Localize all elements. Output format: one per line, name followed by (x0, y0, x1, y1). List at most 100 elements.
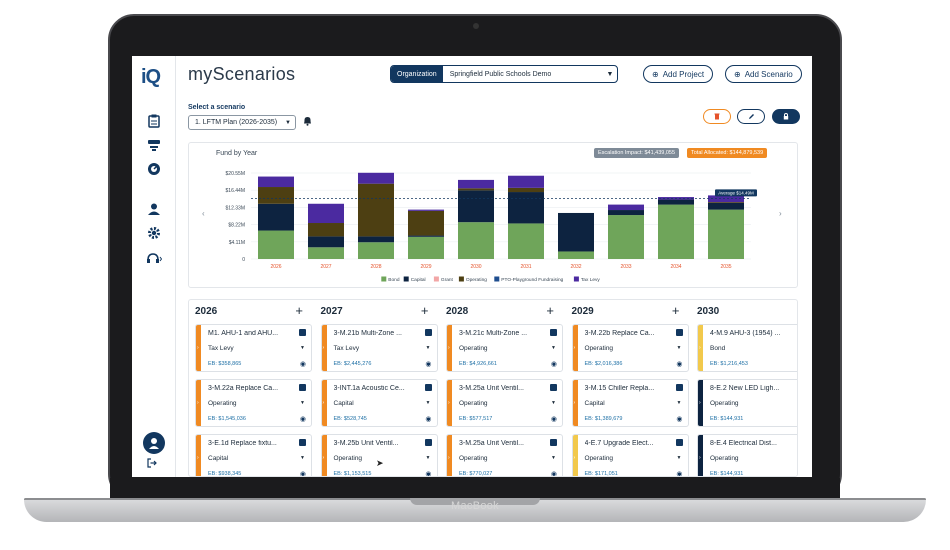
chevron-right-icon[interactable]: › (779, 209, 782, 218)
gear-icon[interactable] (145, 224, 163, 242)
chevron-right-icon: › (699, 345, 701, 351)
card-status-bar (572, 380, 578, 426)
chevron-right-icon: › (699, 455, 701, 461)
y-tick-label: $8.22M (228, 223, 245, 229)
avatar[interactable] (143, 432, 165, 454)
chevron-right-icon: › (322, 400, 325, 406)
eye-icon[interactable]: ◉ (425, 361, 432, 368)
fund-select[interactable]: Operating (459, 400, 488, 407)
project-card[interactable]: › 3-M.22b Replace Ca... Operating ▼ EB: $2,0… (571, 324, 689, 372)
save-icon[interactable] (299, 329, 306, 336)
project-card[interactable]: › 3-M.25a Unit Ventil... Operating ▼ EB: $57… (446, 379, 563, 427)
chevron-right-icon: › (197, 345, 199, 351)
plus-icon[interactable]: + (546, 303, 554, 318)
project-card[interactable]: › 3-M.15 Chiller Repla... Capital ▼ EB: $1,3… (571, 379, 689, 427)
fund-select[interactable]: Operating (459, 345, 488, 352)
fund-select[interactable]: Capital (208, 455, 229, 462)
project-card[interactable]: ›4-M.9 AHU-3 (1954) ...Bond▼EB: $1,216,4… (697, 324, 797, 372)
app-logo[interactable]: iQ (141, 66, 161, 88)
project-card[interactable]: › 3-E.1d Replace fixtu... Capital ▼ EB: $938… (195, 434, 312, 477)
user-icon[interactable] (145, 200, 163, 218)
chevron-right-icon: › (699, 400, 701, 406)
bell-icon[interactable] (303, 116, 312, 128)
tools-icon[interactable] (145, 136, 163, 154)
fund-select[interactable]: Operating (208, 400, 237, 407)
eye-icon[interactable]: ◉ (676, 416, 683, 423)
average-label: Average $14.49M (718, 190, 754, 195)
fund-select[interactable]: Bond (710, 345, 726, 352)
project-card[interactable]: › 3-M.21b Multi-Zone ... Tax Levy ▼ EB: $2,4… (320, 324, 438, 372)
logout-icon[interactable] (147, 458, 157, 471)
bar-segment (408, 235, 444, 237)
device-brand: MacBook (451, 500, 499, 512)
fund-select[interactable]: Operating (584, 455, 614, 462)
save-icon[interactable] (424, 439, 432, 446)
chevron-down-icon: ▼ (300, 400, 305, 406)
column-year: 2027 (320, 306, 343, 317)
save-icon[interactable] (675, 384, 683, 391)
gauge-icon[interactable] (145, 160, 163, 178)
save-icon[interactable] (424, 329, 432, 336)
eye-icon[interactable]: ◉ (299, 471, 306, 477)
headset-icon[interactable] (145, 250, 163, 268)
eye-icon[interactable]: ◉ (550, 471, 557, 477)
chevron-down-icon: ▼ (606, 70, 614, 78)
plus-icon[interactable]: + (671, 303, 680, 318)
y-tick-label: $16.44M (226, 188, 245, 194)
fund-select[interactable]: Tax Levy (208, 345, 234, 352)
eye-icon[interactable]: ◉ (299, 361, 306, 368)
save-icon[interactable] (675, 329, 683, 336)
delete-button[interactable] (703, 109, 731, 124)
fund-select[interactable]: Tax Levy (333, 345, 360, 352)
plus-icon[interactable]: + (295, 303, 303, 318)
save-icon[interactable] (424, 384, 432, 391)
edit-button[interactable] (737, 109, 765, 124)
bar-segment (358, 236, 394, 243)
eye-icon[interactable]: ◉ (550, 416, 557, 423)
chevron-down-icon: ▼ (551, 345, 556, 351)
card-estimated-budget: EB: $144,931 (710, 416, 744, 422)
project-card[interactable]: › 3-INT.1a Acoustic Ce... Capital ▼ EB: $528… (320, 379, 438, 427)
project-card[interactable]: ›8-E.2 New LED Ligh...Operating▼EB: $144… (697, 379, 797, 427)
fund-select[interactable]: Capital (333, 400, 354, 407)
organization-select[interactable]: Organization Springfield Public Schools … (390, 65, 618, 83)
add-scenario-button[interactable]: ⊕ Add Scenario (725, 65, 802, 83)
save-icon[interactable] (550, 384, 557, 391)
eye-icon[interactable]: ◉ (299, 416, 306, 423)
project-card[interactable]: ›8-E.4 Electrical Dist...Operating▼EB: $… (697, 434, 797, 476)
card-title: 3-INT.1a Acoustic Ce... (333, 385, 405, 392)
project-card[interactable]: › 4-E.7 Upgrade Elect... Operating ▼ EB: $17… (571, 434, 689, 477)
save-icon[interactable] (675, 439, 683, 446)
fund-select[interactable]: Operating (710, 400, 739, 407)
fund-select[interactable]: Capital (584, 400, 605, 407)
add-project-button[interactable]: ⊕ Add Project (643, 65, 714, 83)
card-title: 4-E.7 Upgrade Elect... (584, 440, 654, 447)
scenario-select[interactable]: 1. LFTM Plan (2026-2035) ▼ (188, 115, 296, 130)
fund-select[interactable]: Operating (333, 455, 363, 462)
bar-segment (258, 230, 294, 259)
bar-segment (308, 203, 344, 224)
lock-button[interactable] (772, 109, 800, 124)
eye-icon[interactable]: ◉ (550, 361, 557, 368)
eye-icon[interactable]: ◉ (676, 471, 683, 477)
fund-select[interactable]: Operating (584, 345, 614, 352)
legend-label: Operating (466, 277, 487, 283)
save-icon[interactable] (550, 439, 557, 446)
fund-select[interactable]: Operating (459, 455, 488, 462)
page-title: myScenarios (188, 64, 296, 84)
project-card[interactable]: › 3-M.21c Multi-Zone ... Operating ▼ EB: $4,… (446, 324, 563, 372)
save-icon[interactable] (550, 329, 557, 336)
eye-icon[interactable]: ◉ (425, 416, 432, 423)
project-card[interactable]: › 3-M.25b Unit Ventil... Operating ▼ EB: $1,… (320, 434, 438, 477)
save-icon[interactable] (299, 439, 306, 446)
fund-select[interactable]: Operating (710, 455, 739, 462)
save-icon[interactable] (299, 384, 306, 391)
eye-icon[interactable]: ◉ (676, 361, 683, 368)
eye-icon[interactable]: ◉ (425, 471, 432, 477)
project-card[interactable]: › 3-M.22a Replace Ca... Operating ▼ EB: $1,5… (195, 379, 312, 427)
clipboard-icon[interactable] (145, 112, 163, 130)
project-card[interactable]: › M1. AHU-1 and AHU... Tax Levy ▼ EB: $358,8… (195, 324, 312, 372)
project-card[interactable]: › 3-M.25a Unit Ventil... Operating ▼ EB: $77… (446, 434, 563, 477)
plus-icon[interactable]: + (420, 303, 429, 318)
chevron-left-icon[interactable]: ‹ (202, 209, 205, 218)
